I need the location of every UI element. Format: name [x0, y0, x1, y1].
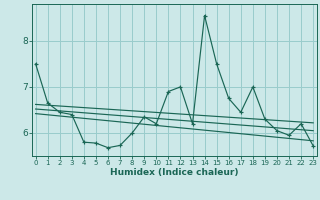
- X-axis label: Humidex (Indice chaleur): Humidex (Indice chaleur): [110, 168, 239, 177]
